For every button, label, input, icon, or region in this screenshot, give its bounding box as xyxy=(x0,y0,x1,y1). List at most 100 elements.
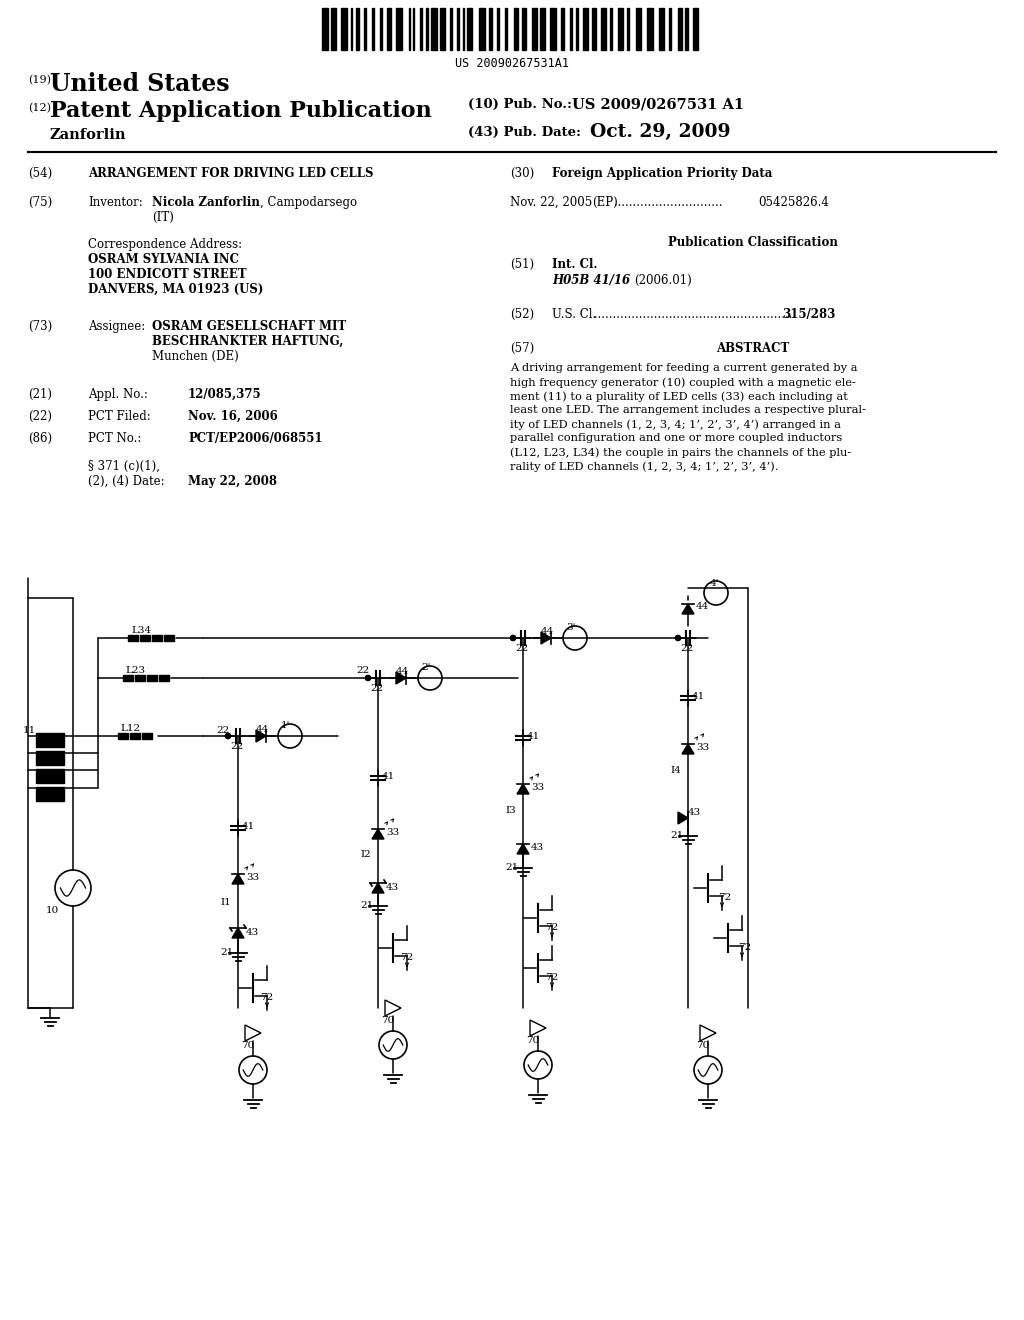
Bar xyxy=(610,8,612,50)
Text: 33: 33 xyxy=(386,828,399,837)
Circle shape xyxy=(676,635,681,640)
Bar xyxy=(678,8,682,50)
Text: parallel configuration and one or more coupled inductors: parallel configuration and one or more c… xyxy=(510,433,843,444)
Bar xyxy=(463,8,464,50)
Text: (86): (86) xyxy=(28,432,52,445)
Text: A driving arrangement for feeding a current generated by a: A driving arrangement for feeding a curr… xyxy=(510,363,857,374)
Text: 22: 22 xyxy=(356,667,370,675)
Text: , Campodarsego: , Campodarsego xyxy=(260,195,357,209)
Text: 41: 41 xyxy=(527,733,541,741)
Bar xyxy=(36,751,63,766)
Text: 43: 43 xyxy=(688,808,701,817)
Text: 70: 70 xyxy=(241,1041,254,1049)
Circle shape xyxy=(511,635,515,640)
Text: L34: L34 xyxy=(131,626,152,635)
Text: 72: 72 xyxy=(718,894,731,902)
Text: 100 ENDICOTT STREET: 100 ENDICOTT STREET xyxy=(88,268,247,281)
Bar xyxy=(380,8,382,50)
Bar xyxy=(135,675,145,681)
Polygon shape xyxy=(541,632,551,644)
Bar xyxy=(364,8,366,50)
Text: Correspondence Address:: Correspondence Address: xyxy=(88,238,242,251)
Bar xyxy=(569,8,572,50)
Bar xyxy=(36,733,63,747)
Polygon shape xyxy=(372,829,384,840)
Text: Oct. 29, 2009: Oct. 29, 2009 xyxy=(590,123,730,141)
Bar xyxy=(458,8,459,50)
Bar xyxy=(670,8,671,50)
Bar xyxy=(467,8,472,50)
Text: U.S. Cl.: U.S. Cl. xyxy=(552,308,596,321)
Text: 70: 70 xyxy=(526,1036,540,1045)
Circle shape xyxy=(366,676,371,681)
Text: H05B 41/16: H05B 41/16 xyxy=(552,275,630,286)
Text: (57): (57) xyxy=(510,342,535,355)
Text: (2), (4) Date:: (2), (4) Date: xyxy=(88,475,165,488)
Bar xyxy=(36,770,63,783)
Text: 22: 22 xyxy=(216,726,229,735)
Text: 44: 44 xyxy=(541,627,554,636)
Text: 43: 43 xyxy=(386,883,399,892)
Bar xyxy=(647,8,652,50)
Polygon shape xyxy=(372,883,384,894)
Text: (21): (21) xyxy=(28,388,52,401)
Text: (10) Pub. No.:: (10) Pub. No.: xyxy=(468,98,572,111)
Bar xyxy=(396,8,402,50)
Text: (2006.01): (2006.01) xyxy=(634,275,692,286)
Bar xyxy=(506,8,507,50)
Text: 70: 70 xyxy=(381,1016,394,1026)
Polygon shape xyxy=(232,928,244,939)
Text: 70: 70 xyxy=(696,1041,710,1049)
Bar xyxy=(413,8,415,50)
Bar xyxy=(350,8,352,50)
Bar xyxy=(627,8,630,50)
Text: (75): (75) xyxy=(28,195,52,209)
Text: 22: 22 xyxy=(370,684,383,693)
Text: 44: 44 xyxy=(396,667,410,676)
Text: 21: 21 xyxy=(505,863,518,873)
Text: 1': 1' xyxy=(281,721,291,730)
Text: 72: 72 xyxy=(260,993,273,1002)
Text: 4': 4' xyxy=(710,579,720,587)
Text: 44: 44 xyxy=(696,602,710,611)
Bar xyxy=(550,8,556,50)
Circle shape xyxy=(676,635,681,640)
Text: (12): (12) xyxy=(28,103,51,114)
Text: 72: 72 xyxy=(545,973,558,982)
Text: 22: 22 xyxy=(515,644,528,653)
Polygon shape xyxy=(517,784,529,795)
Bar xyxy=(123,675,133,681)
Text: BESCHRANKTER HAFTUNG,: BESCHRANKTER HAFTUNG, xyxy=(152,335,343,348)
Text: Assignee:: Assignee: xyxy=(88,319,145,333)
Polygon shape xyxy=(517,843,529,854)
Text: PCT No.:: PCT No.: xyxy=(88,432,141,445)
Bar xyxy=(636,8,641,50)
Text: 33: 33 xyxy=(696,743,710,752)
Text: Publication Classification: Publication Classification xyxy=(668,236,838,249)
Polygon shape xyxy=(232,874,244,884)
Text: Inventor:: Inventor: xyxy=(88,195,142,209)
Bar xyxy=(618,8,624,50)
Bar xyxy=(592,8,596,50)
Bar xyxy=(540,8,545,50)
Bar xyxy=(128,635,138,642)
Text: (54): (54) xyxy=(28,168,52,180)
Text: rality of LED channels (1, 2, 3, 4; 1’, 2’, 3’, 4’).: rality of LED channels (1, 2, 3, 4; 1’, … xyxy=(510,461,778,471)
Text: 41: 41 xyxy=(382,772,395,781)
Bar xyxy=(140,635,150,642)
Text: 43: 43 xyxy=(531,843,544,851)
Text: 33: 33 xyxy=(246,873,259,882)
Text: (22): (22) xyxy=(28,411,52,422)
Text: PCT/EP2006/068551: PCT/EP2006/068551 xyxy=(188,432,323,445)
Text: 22: 22 xyxy=(680,644,693,653)
Text: Nov. 22, 2005: Nov. 22, 2005 xyxy=(510,195,592,209)
Text: § 371 (c)(1),: § 371 (c)(1), xyxy=(88,459,160,473)
Text: OSRAM GESELLSCHAFT MIT: OSRAM GESELLSCHAFT MIT xyxy=(152,319,346,333)
Polygon shape xyxy=(678,812,688,824)
Text: 72: 72 xyxy=(400,953,414,962)
Text: (30): (30) xyxy=(510,168,535,180)
Polygon shape xyxy=(682,744,694,754)
Text: Foreign Application Priority Data: Foreign Application Priority Data xyxy=(552,168,772,180)
Bar xyxy=(685,8,688,50)
Bar xyxy=(489,8,492,50)
